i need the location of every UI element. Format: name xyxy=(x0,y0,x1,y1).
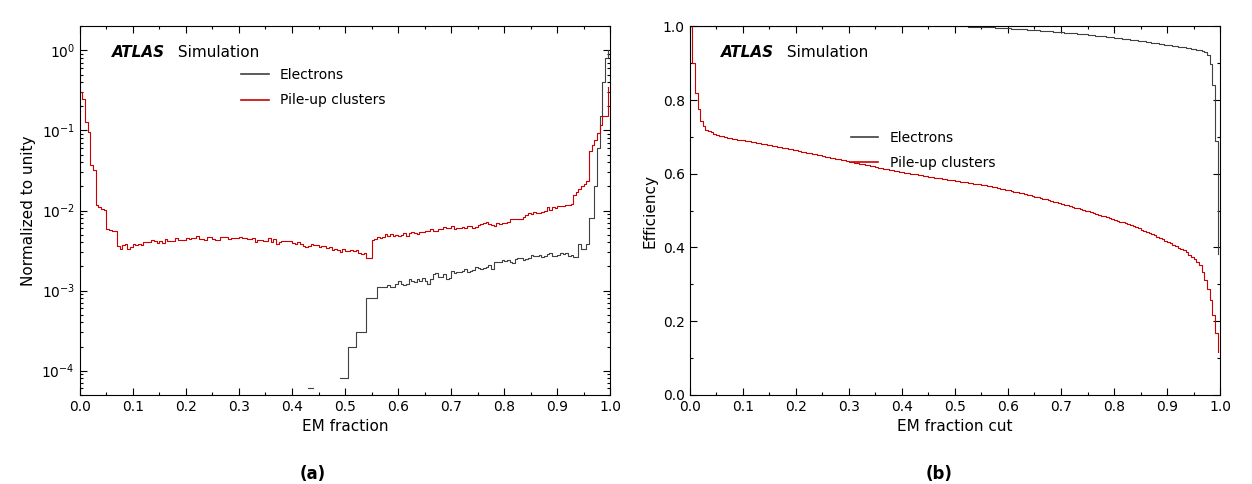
Text: ATLAS: ATLAS xyxy=(721,45,775,60)
Y-axis label: Efficiency: Efficiency xyxy=(642,174,657,247)
Legend: Electrons, Pile-up clusters: Electrons, Pile-up clusters xyxy=(235,63,391,113)
Y-axis label: Normalized to unity: Normalized to unity xyxy=(21,135,36,286)
Legend: Electrons, Pile-up clusters: Electrons, Pile-up clusters xyxy=(845,125,1000,176)
Text: Simulation: Simulation xyxy=(782,45,869,60)
Text: ATLAS: ATLAS xyxy=(111,45,165,60)
Text: (a): (a) xyxy=(300,465,326,483)
Text: Simulation: Simulation xyxy=(173,45,259,60)
X-axis label: EM fraction cut: EM fraction cut xyxy=(898,419,1013,434)
Text: (b): (b) xyxy=(925,465,953,483)
X-axis label: EM fraction: EM fraction xyxy=(302,419,388,434)
